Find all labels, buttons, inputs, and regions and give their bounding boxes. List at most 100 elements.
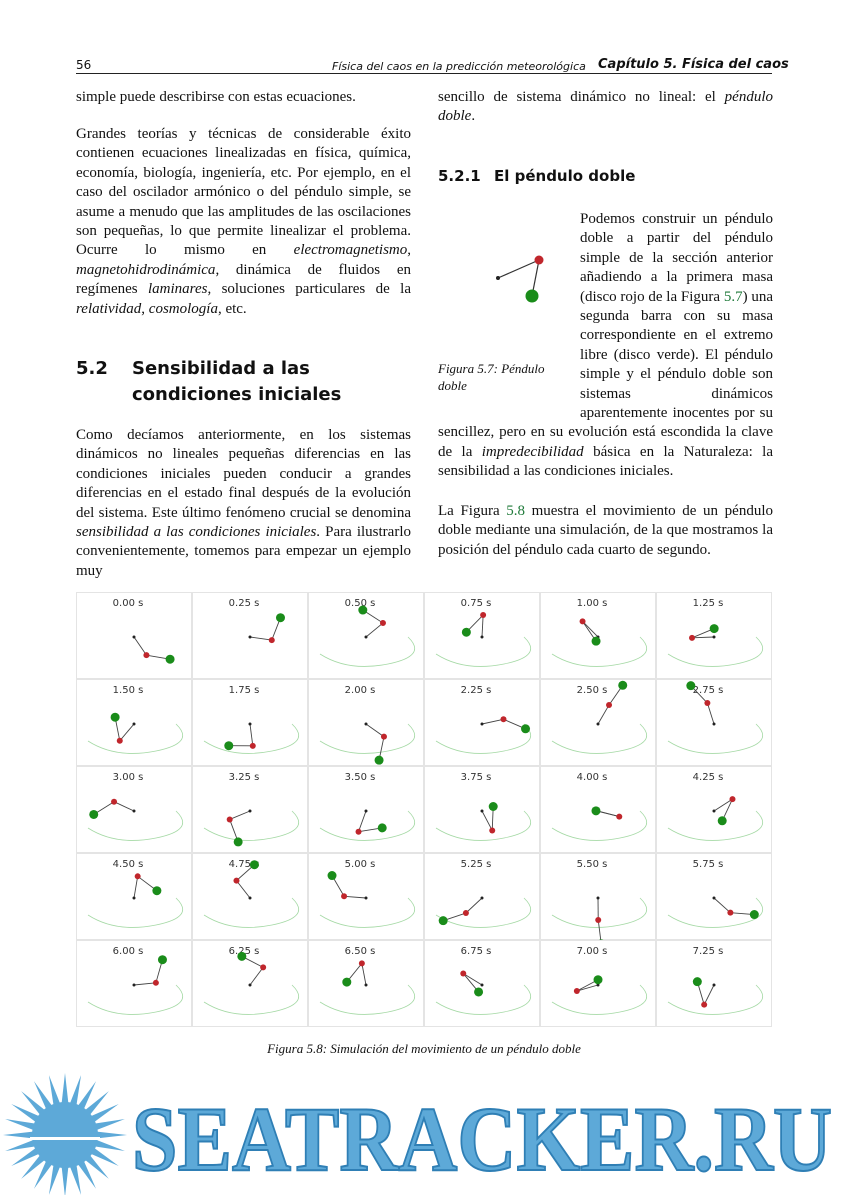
red-mass xyxy=(380,733,387,740)
sun-ray xyxy=(61,1164,69,1195)
green-mass xyxy=(591,636,601,646)
subsection-title: El péndulo doble xyxy=(494,167,636,185)
panel-time: 0.25 s xyxy=(229,598,260,609)
green-mass xyxy=(618,680,628,690)
rod xyxy=(713,897,731,914)
trail xyxy=(319,810,415,841)
text-run: . Para ilustrarlo convenientemente, tome… xyxy=(76,524,411,579)
sun-ray xyxy=(69,1162,82,1195)
section-number: 5.2 xyxy=(76,358,108,379)
trail xyxy=(551,723,647,754)
green-mass xyxy=(152,886,162,896)
sun-ray xyxy=(11,1146,42,1166)
red-mass xyxy=(260,964,267,971)
green-mass xyxy=(488,801,498,811)
rod xyxy=(706,702,715,725)
green-mass xyxy=(342,977,352,987)
green-mass xyxy=(461,627,471,637)
emphasis: cosmología xyxy=(148,300,218,317)
red-mass xyxy=(111,798,118,805)
red-mass xyxy=(152,979,159,986)
red-mass xyxy=(379,620,386,627)
rod xyxy=(597,704,610,725)
paragraph: simple puede describirse con estas ecuac… xyxy=(76,88,411,107)
pivot xyxy=(248,809,252,813)
sun-ray xyxy=(88,1146,119,1166)
rod xyxy=(691,636,715,639)
green-mass xyxy=(377,823,387,833)
trail xyxy=(435,723,531,754)
paragraph: Grandes teorías y técnicas de considerab… xyxy=(76,125,411,319)
text-run: Grandes teorías y técnicas de considerab… xyxy=(76,126,411,259)
text-run: sencillo de sistema dinámico no lineal: … xyxy=(438,89,725,105)
emphasis: electromagnetismo xyxy=(293,242,408,259)
pivot xyxy=(596,896,600,900)
rod xyxy=(365,622,384,638)
sun-ray xyxy=(94,1131,127,1139)
page-number: 56 xyxy=(76,58,92,72)
green-mass xyxy=(165,654,175,664)
figure-caption: Figura 5.7: Péndulo doble xyxy=(438,361,545,393)
pivot xyxy=(364,809,368,813)
panel-time: 1.75 s xyxy=(229,685,260,696)
figure-reference: 5.8 xyxy=(506,503,525,519)
trail xyxy=(667,636,763,667)
text-run: muestra el movimiento de un péndulo dobl… xyxy=(438,503,773,558)
trail xyxy=(319,897,415,928)
green-mass xyxy=(686,681,696,691)
rod xyxy=(113,801,135,812)
red-mass xyxy=(595,916,602,923)
pivot xyxy=(596,983,600,987)
red-mass xyxy=(579,618,586,625)
panel-time: 0.00 s xyxy=(113,598,144,609)
paragraph: La Figura 5.8 muestra el movimiento de u… xyxy=(438,502,773,560)
sun-disc xyxy=(32,1102,98,1168)
rod xyxy=(358,810,367,832)
sun-ray xyxy=(5,1118,38,1131)
trail xyxy=(551,897,647,928)
sun-ray xyxy=(11,1104,42,1124)
figure-caption: Figura 5.8: Simulación del movimiento de… xyxy=(267,1041,581,1056)
pivot xyxy=(364,983,368,987)
red-mass xyxy=(573,988,580,995)
pivot xyxy=(364,635,368,639)
rod xyxy=(133,636,147,656)
rod xyxy=(236,880,251,899)
sun-ray xyxy=(3,1131,36,1139)
trail xyxy=(319,636,415,667)
panel-time: 6.00 s xyxy=(113,946,144,957)
rod xyxy=(249,723,254,746)
panel-time: 7.25 s xyxy=(693,946,724,957)
pivot xyxy=(364,722,368,726)
pivot xyxy=(132,809,136,813)
rod xyxy=(229,810,251,820)
pivot xyxy=(248,635,252,639)
red-mass xyxy=(489,827,496,834)
emphasis: sensibilidad a las condiciones iniciales xyxy=(76,524,317,541)
trail xyxy=(319,984,415,1015)
pivot xyxy=(132,722,136,726)
panel-time: 5.50 s xyxy=(577,859,608,870)
emphasis: magnetohidrodinámica xyxy=(76,261,216,278)
green-mass xyxy=(591,806,601,816)
paragraph: sencillo de sistema dinámico no lineal: … xyxy=(438,88,773,127)
text-run: , xyxy=(407,242,411,259)
green-mass xyxy=(474,987,484,997)
rod xyxy=(713,798,733,812)
rod xyxy=(344,895,367,899)
green-mass xyxy=(237,951,247,961)
red-mass xyxy=(134,873,141,880)
paragraph: Podemos construir un péndulo doble a par… xyxy=(438,210,773,482)
red-mass xyxy=(606,701,613,708)
red-mass xyxy=(460,970,467,977)
panel-time: 0.75 s xyxy=(461,598,492,609)
sun-ray xyxy=(34,1158,54,1189)
watermark: SEATRACKER.RU xyxy=(3,1073,833,1195)
red-mass xyxy=(480,612,487,619)
sun-ray xyxy=(21,1153,47,1179)
pivot xyxy=(480,635,484,639)
green-mass xyxy=(749,910,759,920)
trail xyxy=(203,897,299,928)
pivot xyxy=(712,722,716,726)
rod xyxy=(119,723,135,742)
